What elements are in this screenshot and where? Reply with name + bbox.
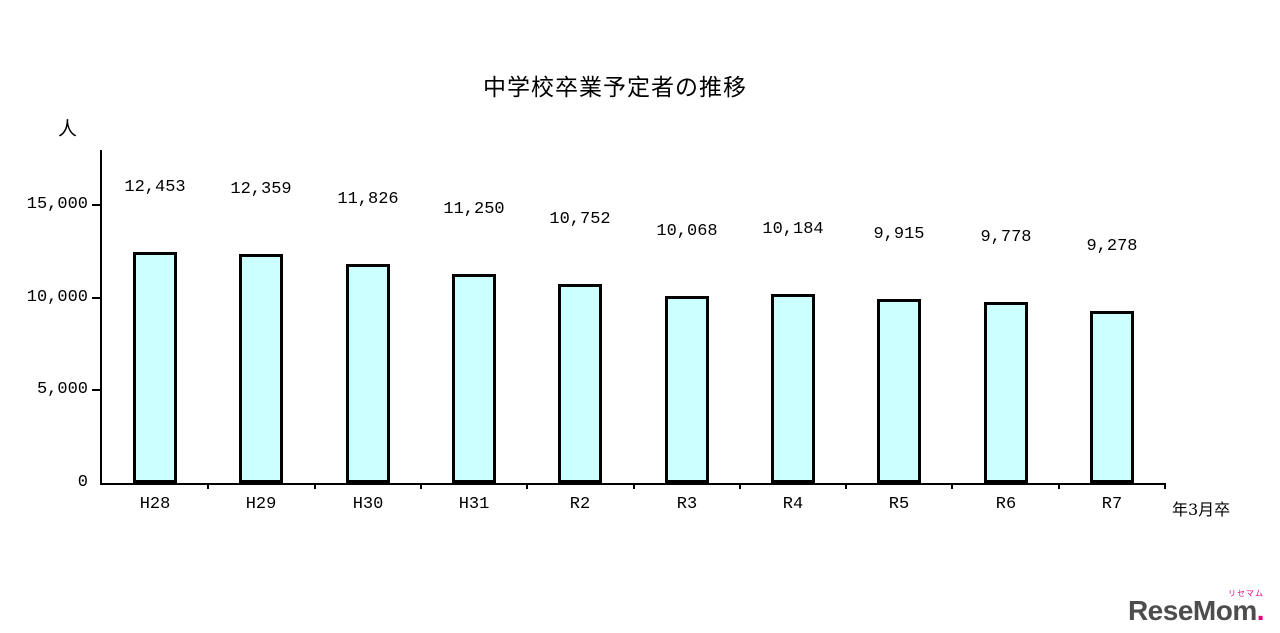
- bar-R2: [558, 284, 602, 483]
- x-axis-tick-mark: [1164, 483, 1166, 489]
- plot-area: 0 5,000 10,000 15,000 12,453 H28 12,359 H29 11,8…: [27, 150, 1166, 514]
- x-axis-category-label: H31: [458, 495, 490, 514]
- bar-R4: [771, 294, 815, 483]
- bar-H28: [133, 252, 177, 483]
- x-axis-tick-mark: [207, 483, 209, 489]
- x-axis-category-label: R3: [676, 495, 698, 514]
- x-axis-tick-mark: [951, 483, 953, 489]
- x-axis-category-label: R7: [1101, 495, 1123, 514]
- x-axis-category-label: R2: [569, 495, 591, 514]
- x-axis-tick-mark: [420, 483, 422, 489]
- x-axis-tick-mark: [845, 483, 847, 489]
- x-axis-tick-mark: [526, 483, 528, 489]
- x-axis-category-label: R4: [782, 495, 804, 514]
- x-axis-category-label: H29: [245, 495, 277, 514]
- bar-H29: [239, 254, 283, 483]
- y-axis-tick-label: 10,000: [26, 287, 88, 307]
- logo-text: ReseMom: [1127, 595, 1257, 626]
- bar-R7: [1090, 311, 1134, 483]
- bar-value-label: 12,453: [124, 178, 186, 197]
- y-axis-tick-label: 5,000: [36, 380, 88, 400]
- x-axis-tick-mark: [314, 483, 316, 489]
- bar-H30: [346, 264, 390, 483]
- logo-dot: .: [1256, 595, 1265, 626]
- bar-value-label: 11,826: [337, 190, 399, 209]
- bar-R5: [877, 299, 921, 483]
- x-axis-tick-mark: [633, 483, 635, 489]
- bar-value-label: 12,359: [230, 180, 292, 199]
- bar-value-label: 9,915: [873, 225, 925, 244]
- x-axis-tick-mark: [1058, 483, 1060, 489]
- bar-H31: [452, 274, 496, 483]
- x-axis-tick-mark: [739, 483, 741, 489]
- x-axis-category-label: R5: [888, 495, 910, 514]
- y-axis-tick-mark: [92, 389, 100, 392]
- x-axis-category-label: H28: [139, 495, 171, 514]
- bar-value-label: 11,250: [443, 200, 505, 219]
- x-axis-unit-label: 年3月卒: [1172, 500, 1231, 519]
- bar-value-label: 9,778: [980, 228, 1032, 247]
- logo-katakana-text: リセマム: [1228, 589, 1264, 598]
- bar-value-label: 10,184: [762, 220, 824, 239]
- x-axis-category-label: H30: [352, 495, 384, 514]
- y-axis-tick-label: 15,000: [26, 195, 88, 214]
- bar-value-label: 10,068: [656, 222, 718, 241]
- bar-value-label: 10,752: [549, 210, 611, 229]
- x-axis-category-label: R6: [995, 495, 1017, 514]
- bar-value-label: 9,278: [1086, 237, 1138, 256]
- y-axis-tick-mark: [92, 204, 100, 206]
- y-axis-tick-label: 0: [77, 473, 88, 492]
- chart-title: 中学校卒業予定者の推移: [483, 75, 747, 101]
- bar-R3: [665, 296, 709, 483]
- y-axis-unit-label: 人: [58, 118, 78, 140]
- resemom-logo: リセマム ReseMom.: [1127, 590, 1265, 626]
- bar-R6: [984, 302, 1028, 483]
- y-axis-tick-mark: [92, 296, 100, 299]
